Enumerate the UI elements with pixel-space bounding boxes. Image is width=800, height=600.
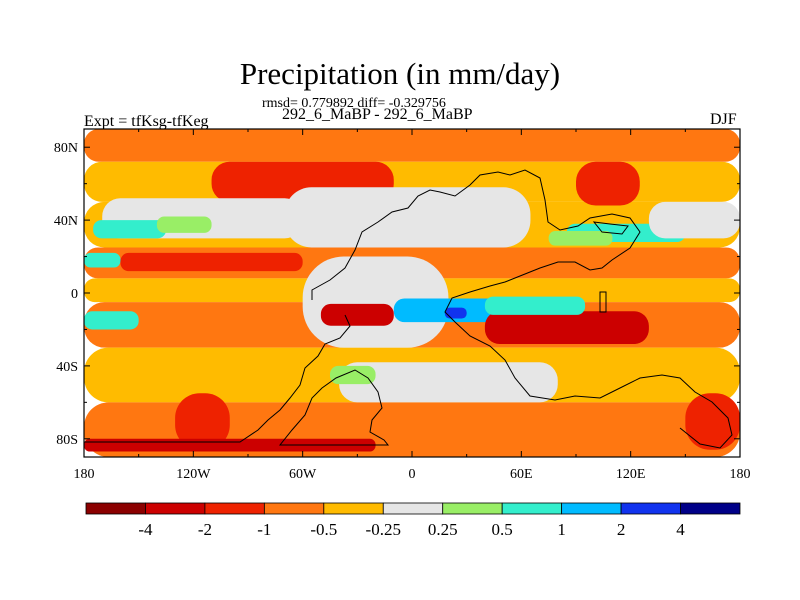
colorbar-swatch — [204, 502, 265, 515]
field-region-antarctic-red-east — [685, 393, 740, 450]
continent-outline — [84, 314, 351, 443]
colorbar-label: -0.25 — [366, 520, 401, 539]
y-tick-label: 80S — [56, 433, 78, 448]
colorbar-label: -2 — [198, 520, 212, 539]
field-region-equatorial-red — [320, 303, 394, 326]
y-tick-label: 80N — [54, 141, 78, 156]
field-region-south-neutral — [339, 362, 558, 403]
colorbar-swatch — [501, 502, 563, 515]
colorbar-swatch — [680, 502, 741, 515]
colorbar-swatch — [382, 502, 444, 515]
continent-outline — [311, 169, 733, 449]
field-region-n-pacific-cyan — [93, 220, 166, 239]
field-region-equatorial-core — [444, 307, 467, 319]
stats-label: rmsd= 0.779892 diff= -0.329756 — [262, 96, 446, 111]
periods-label: 292_6_MaBP - 292_6_MaBP — [282, 106, 473, 123]
x-tick-label: 120W — [176, 467, 211, 482]
colorbar-label: -4 — [138, 520, 153, 539]
colorbar-label: 1 — [557, 520, 566, 539]
field-region-asia-green — [548, 231, 613, 246]
colorbar-swatch — [442, 502, 503, 515]
x-tick-label: 180 — [730, 467, 751, 482]
continent-outline — [592, 221, 629, 235]
field-region-subtropic-cyan — [84, 252, 121, 268]
colorbar-swatch — [263, 502, 325, 515]
expt-label: Expt = tfKsg-tfKeg — [84, 113, 209, 130]
field-region-indian-ocean-cyan — [484, 296, 586, 315]
continent-outline — [599, 291, 607, 313]
y-tick-label: 40N — [54, 214, 78, 229]
colorbar-label: -1 — [257, 520, 271, 539]
field-layer — [84, 129, 740, 457]
colorbar-label: 4 — [676, 520, 685, 539]
field-region-n-pacific-green — [156, 216, 212, 233]
season-label: DJF — [710, 111, 737, 128]
field-region-s-pacific-green — [84, 311, 139, 330]
chart-title: Precipitation (in mm/day) — [239, 56, 561, 91]
colorbar-swatch — [145, 502, 206, 515]
field-region-antarctic-red-west — [175, 393, 230, 450]
field-region-subtropic-red — [120, 252, 303, 272]
colorbar-swatch — [620, 502, 681, 515]
x-tick-label: 60W — [289, 467, 317, 482]
colorbar-label: 0.25 — [428, 520, 458, 539]
field-region-south-green — [330, 365, 376, 385]
continent-outline — [278, 369, 390, 446]
colorbar: -4 -2 -1 -0.5 -0.25 0.25 0.5 1 2 4 — [85, 502, 741, 539]
y-tick-label: 0 — [71, 287, 78, 302]
field-region-band-80N — [84, 129, 740, 162]
colorbar-swatch — [561, 502, 622, 515]
colorbar-swatch — [323, 502, 384, 515]
x-tick-label: 60E — [510, 467, 533, 482]
field-region-siberia-red — [576, 161, 640, 206]
x-tick-label: 180 — [74, 467, 95, 482]
x-tick-label: 0 — [409, 467, 416, 482]
colorbar-label: 0.5 — [492, 520, 513, 539]
x-tick-label: 120E — [616, 467, 646, 482]
axes: 180 120W 60W 0 60E 120E 180 80N 40N 0 40S 80S — [54, 129, 751, 482]
field-region-eurasia-neutral — [284, 187, 531, 248]
field-region-n-pacific-east-neutral — [648, 201, 740, 239]
colorbar-swatch — [85, 502, 146, 515]
colorbar-label: -0.5 — [310, 520, 337, 539]
colorbar-label: 2 — [617, 520, 626, 539]
coastline-layer — [84, 169, 733, 449]
y-tick-label: 40S — [56, 360, 78, 375]
field-region-indian-ocean-red — [484, 311, 649, 345]
